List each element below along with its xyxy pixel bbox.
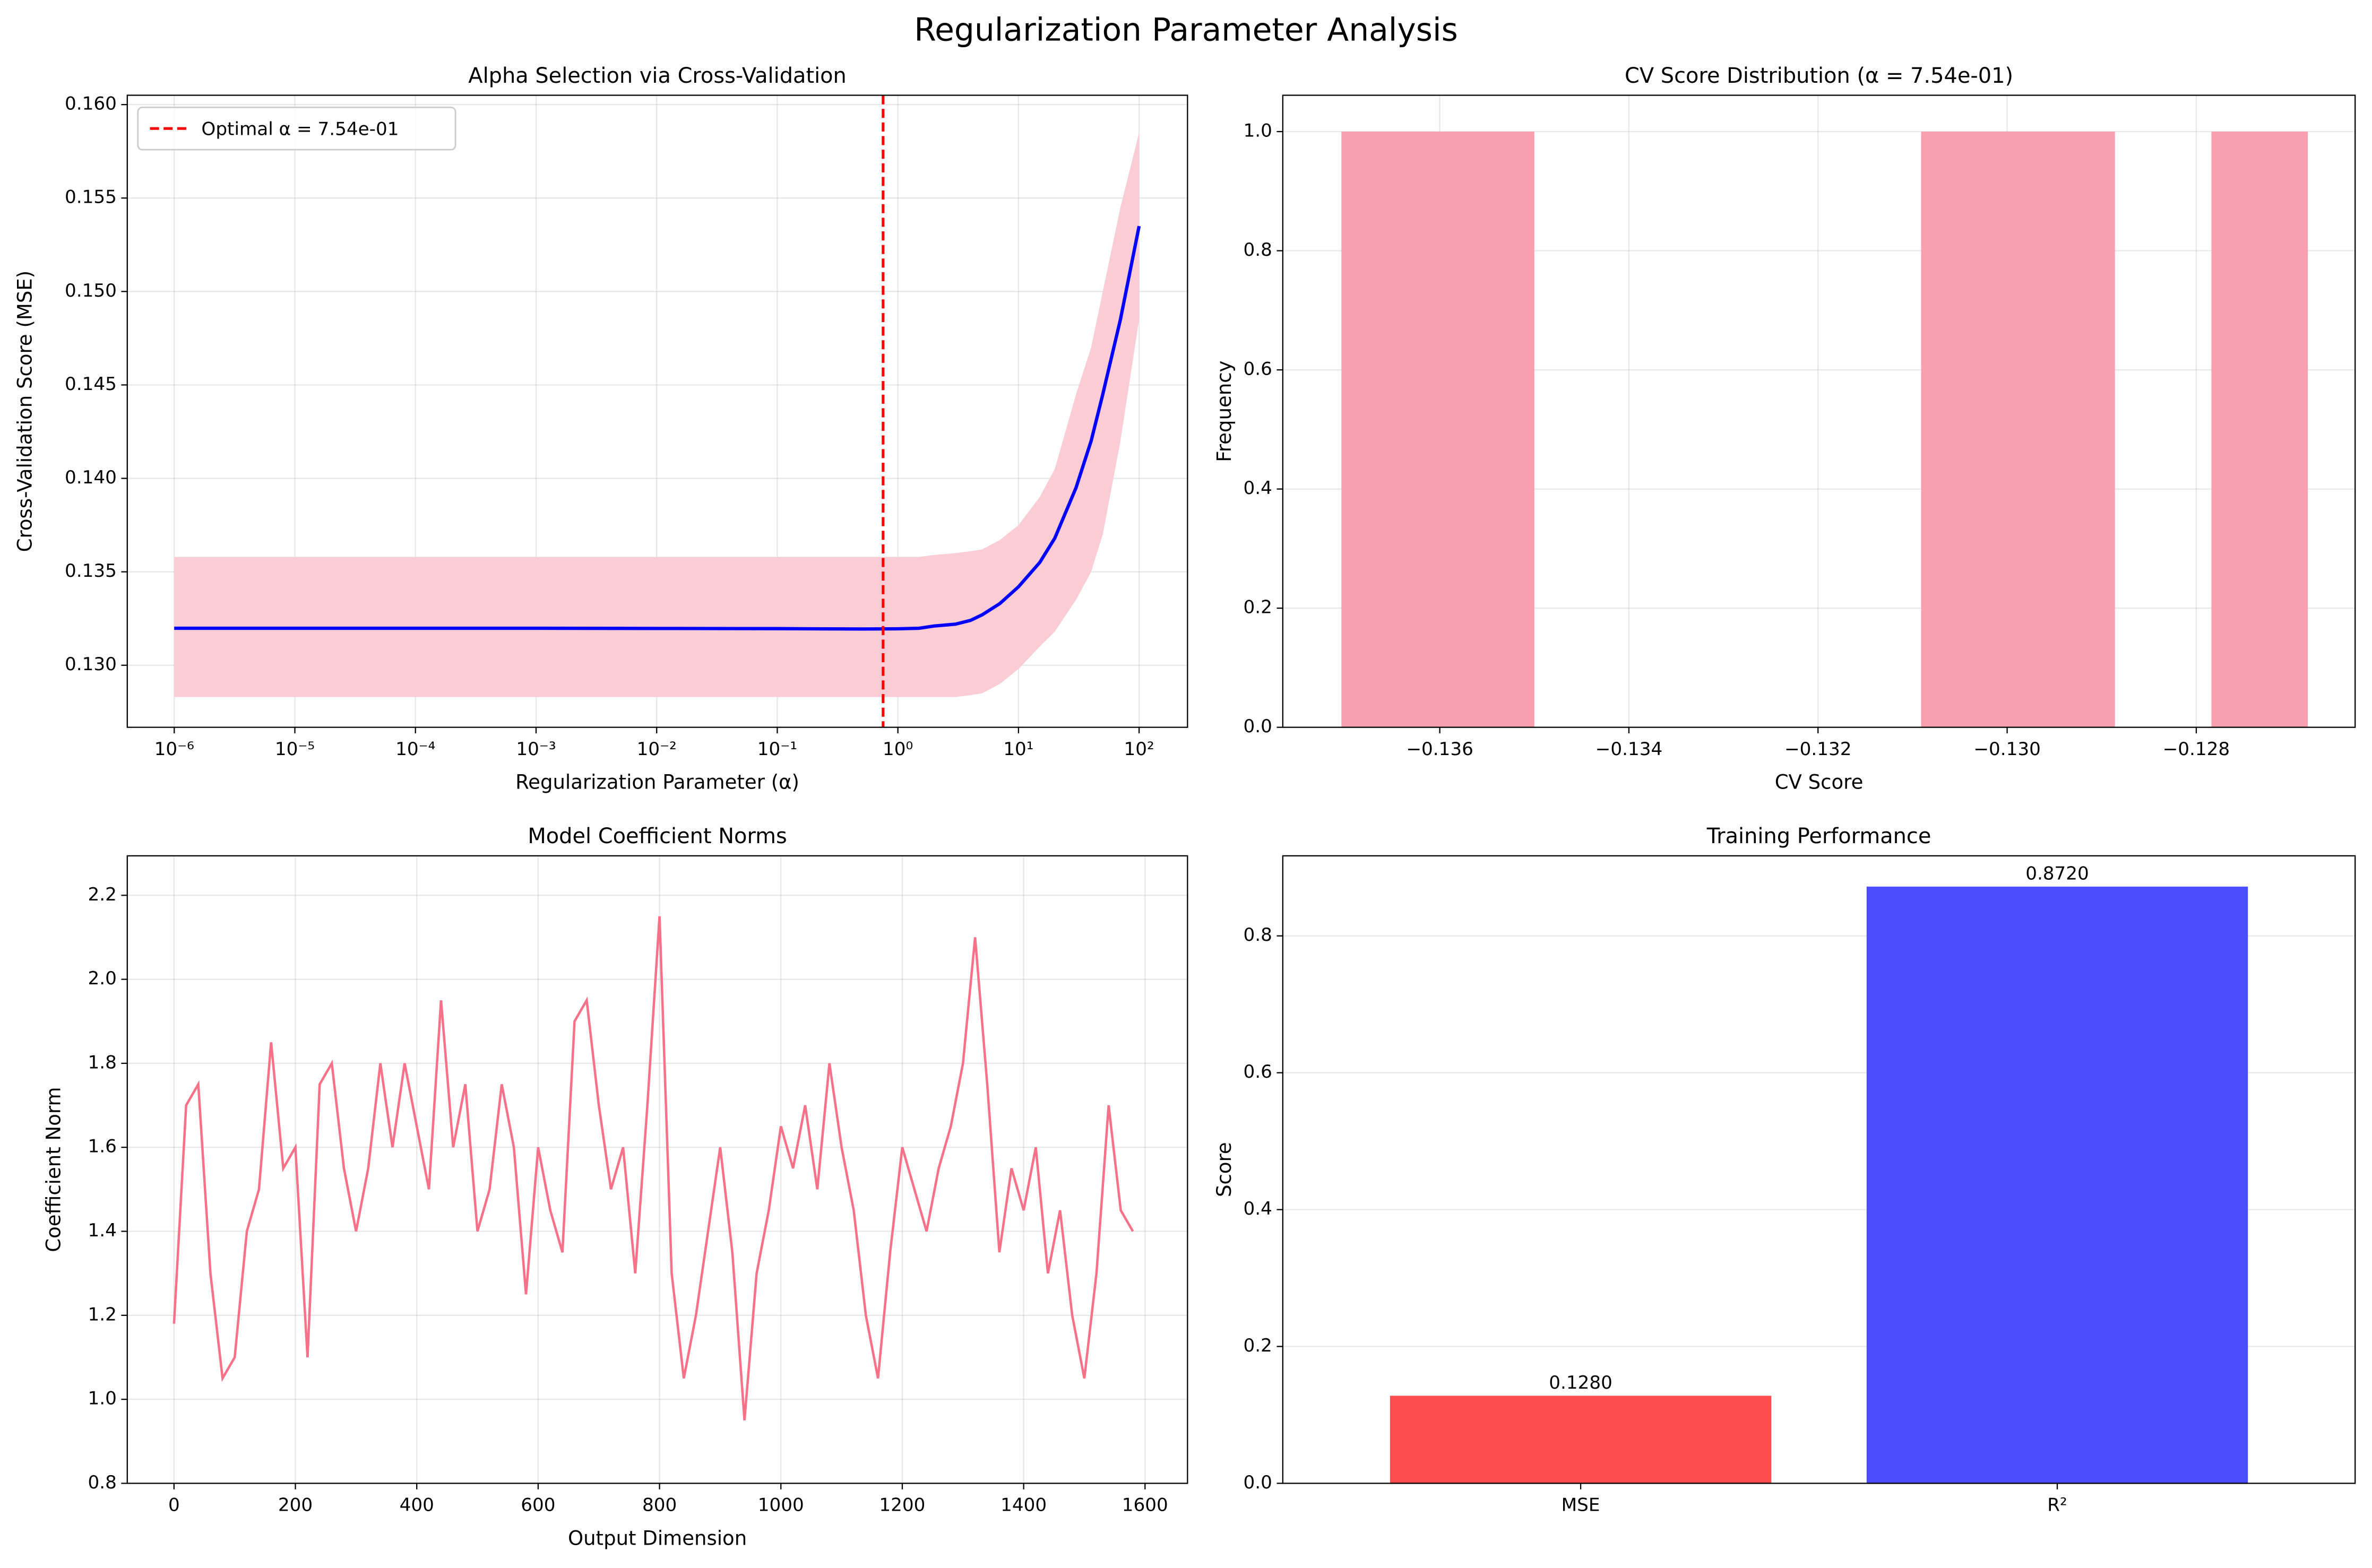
legend-box xyxy=(137,106,456,151)
y-tick-label: 1.4 xyxy=(88,1220,116,1241)
x-tick-label: 10⁻² xyxy=(637,739,677,760)
y-axis-label: Frequency xyxy=(1213,360,1236,462)
axes-frame xyxy=(126,94,1188,728)
x-tick-label: 10⁻⁶ xyxy=(154,739,194,760)
x-tick-label: 600 xyxy=(521,1495,555,1516)
y-tick-label: 2.2 xyxy=(88,884,116,905)
x-tick-label: −0.134 xyxy=(1595,739,1663,760)
axes-title: Model Coefficient Norms xyxy=(528,824,787,848)
bar xyxy=(1390,1396,1772,1484)
x-tick-label: 10² xyxy=(1124,739,1154,760)
data-line xyxy=(172,916,1134,1420)
x-tick-label: 1600 xyxy=(1122,1495,1168,1516)
y-tick-label: 0.8 xyxy=(88,1472,116,1493)
x-tick-label: 10⁻¹ xyxy=(757,739,797,760)
x-tick-label: −0.128 xyxy=(2163,739,2230,760)
x-tick-label: −0.136 xyxy=(1406,739,1473,760)
y-tick-label: 0.4 xyxy=(1244,1198,1272,1219)
x-tick-label: 10⁻⁴ xyxy=(395,739,435,760)
x-axis-label: CV Score xyxy=(1775,771,1864,794)
axes-frame xyxy=(1282,855,2356,1484)
y-tick-label: 1.2 xyxy=(88,1304,116,1325)
y-tick-label: 0.130 xyxy=(65,654,117,675)
legend-label: Optimal α = 7.54e-01 xyxy=(201,119,399,140)
y-tick-label: 0.2 xyxy=(1244,597,1272,618)
axes-title: Alpha Selection via Cross-Validation xyxy=(468,64,847,88)
axes-title: Training Performance xyxy=(1706,824,1931,848)
y-tick-label: 0.2 xyxy=(1244,1335,1272,1356)
y-tick-label: 1.0 xyxy=(1244,120,1272,142)
panel: 0.0 0.2 0.4 0.6 0.8 0.1280 MSE 0.8720 R² Training… xyxy=(1213,824,2356,1516)
y-tick-label: 0.140 xyxy=(65,467,117,488)
x-axis-label: Output Dimension xyxy=(568,1527,747,1549)
axes-title: CV Score Distribution (α = 7.54e-01) xyxy=(1625,64,2013,88)
x-tick-label: −0.132 xyxy=(1784,739,1852,760)
y-tick-label: 0.150 xyxy=(65,280,117,301)
x-tick-label: MSE xyxy=(1562,1495,1600,1516)
y-axis-label: Coefficient Norm xyxy=(42,1087,65,1252)
panel: 0.8 1.0 1.2 1.4 1.6 1.8 2.0 2.2 0 200 400 600 800 100… xyxy=(42,824,1188,1549)
y-tick-label: 0.6 xyxy=(1244,359,1272,380)
x-tick-label: 10¹ xyxy=(1003,739,1033,760)
bar xyxy=(1866,886,2248,1484)
x-tick-label: 800 xyxy=(642,1495,677,1516)
value-label: 0.1280 xyxy=(1549,1372,1612,1393)
value-label: 0.8720 xyxy=(2025,863,2089,885)
x-tick-label: 1000 xyxy=(758,1495,804,1516)
x-tick-label: R² xyxy=(2047,1495,2067,1516)
y-tick-label: 0.135 xyxy=(65,560,117,582)
y-tick-label: 2.0 xyxy=(88,968,116,989)
x-tick-label: 200 xyxy=(278,1495,313,1516)
y-tick-label: 0.160 xyxy=(65,93,117,115)
confidence-band xyxy=(174,132,1140,697)
axes-frame xyxy=(126,855,1188,1484)
x-tick-label: 1400 xyxy=(1000,1495,1047,1516)
x-axis-label: Regularization Parameter (α) xyxy=(515,771,799,794)
x-tick-label: 1200 xyxy=(879,1495,925,1516)
y-tick-label: 0.145 xyxy=(65,374,117,395)
panel: 0.130 0.135 0.140 0.145 0.150 0.155 0.160 10⁻⁶ 1… xyxy=(13,64,1188,794)
y-axis-label: Cross-Validation Score (MSE) xyxy=(13,271,36,552)
figure-title: Regularization Parameter Analysis xyxy=(914,11,1458,48)
y-tick-label: 1.8 xyxy=(88,1052,116,1073)
y-tick-label: 0.6 xyxy=(1244,1061,1272,1082)
data-line xyxy=(174,226,1141,631)
y-tick-label: 0.8 xyxy=(1244,239,1272,261)
histogram-bar xyxy=(1341,132,1534,727)
y-tick-label: 1.0 xyxy=(88,1388,116,1409)
y-axis-label: Score xyxy=(1213,1142,1236,1197)
x-tick-label: 10⁻⁵ xyxy=(275,739,315,760)
panel: 0.0 0.2 0.4 0.6 0.8 1.0 −0.136 −0.134 −0.132 −0.1… xyxy=(1213,64,2356,794)
x-tick-label: 400 xyxy=(400,1495,434,1516)
axes-frame xyxy=(1282,94,2356,728)
y-tick-label: 0.4 xyxy=(1244,478,1272,499)
histogram-bar xyxy=(1921,132,2115,727)
y-tick-label: 0.155 xyxy=(65,187,117,208)
x-tick-label: 10⁰ xyxy=(883,739,913,760)
x-tick-label: 10⁻³ xyxy=(516,739,556,760)
histogram-bar xyxy=(2211,132,2308,727)
x-tick-label: 0 xyxy=(168,1495,180,1516)
y-tick-label: 0.0 xyxy=(1244,716,1272,737)
y-tick-label: 0.0 xyxy=(1244,1472,1272,1493)
x-tick-label: −0.130 xyxy=(1973,739,2041,760)
y-tick-label: 1.6 xyxy=(88,1136,116,1157)
y-tick-label: 0.8 xyxy=(1244,924,1272,946)
